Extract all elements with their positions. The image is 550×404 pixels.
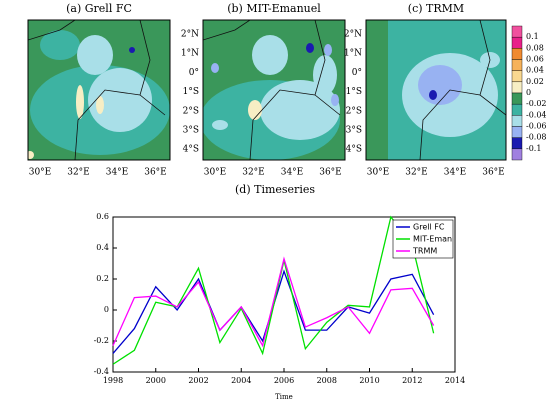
lat-label: 3°S	[183, 126, 199, 136]
map-field	[366, 20, 506, 160]
lon-label: 32°E	[67, 168, 90, 178]
colorbar-swatch	[511, 36, 523, 49]
lat-label: 1°S	[183, 87, 199, 97]
lat-label: 2°S	[346, 106, 362, 116]
x-tick-label: 2008	[317, 376, 337, 385]
lat-label: 0°	[352, 68, 362, 78]
lat-label: 0°	[189, 68, 199, 78]
colorbar-swatch	[511, 148, 523, 161]
lat-label: 3°S	[346, 126, 362, 136]
colorbar-swatch	[511, 137, 523, 150]
colorbar-label: -0.1	[526, 144, 541, 153]
map-frame	[27, 19, 171, 161]
map-frame	[202, 19, 346, 161]
colorbar-swatch	[511, 25, 523, 38]
lat-label: 2°N	[344, 30, 362, 40]
series-line	[112, 215, 435, 365]
x-tick-label: 2002	[188, 376, 208, 385]
lon-label: 30°E	[29, 168, 52, 178]
map-frame	[365, 19, 507, 161]
colorbar-swatch	[511, 126, 523, 138]
legend-label: MIT-Eman	[413, 235, 452, 244]
colorbar-label: -0.02	[526, 99, 547, 108]
lon-label: 34°E	[281, 168, 304, 178]
map-title: (b) MIT-Emanuel	[227, 2, 321, 15]
y-tick-label: 0.4	[96, 243, 109, 252]
colorbar-label: 0.04	[526, 66, 544, 75]
lat-label: 1°S	[346, 87, 362, 97]
series-line	[112, 256, 435, 348]
legend-label: TRMM	[412, 247, 437, 256]
lat-label: 4°S	[346, 145, 362, 155]
lat-label: 2°N	[181, 30, 199, 40]
y-tick-label: 0.6	[96, 212, 109, 221]
y-tick-label: -0.2	[94, 336, 109, 345]
colorbar-swatch	[511, 92, 523, 105]
y-tick-label: 0.2	[96, 274, 109, 283]
colorbar-label: 0.06	[526, 55, 544, 64]
colorbar-swatch	[511, 81, 523, 94]
lon-label: 36°E	[144, 168, 167, 178]
lon-label: 34°E	[106, 168, 129, 178]
map-field	[203, 20, 345, 160]
lat-label: 2°S	[183, 106, 199, 116]
lat-label: 4°S	[183, 145, 199, 155]
series-line	[112, 269, 435, 354]
colorbar-label: 0	[526, 88, 531, 97]
x-tick-label: 1998	[103, 376, 123, 385]
x-axis-label: Time	[275, 393, 293, 401]
colorbar-label: 0.08	[526, 43, 544, 52]
colorbar-label: -0.06	[526, 122, 547, 131]
lon-label: 30°E	[367, 168, 390, 178]
map-field	[28, 20, 170, 160]
lat-label: 1°N	[181, 49, 199, 59]
x-tick-label: 2014	[445, 376, 465, 385]
y-tick-label: 0	[104, 305, 109, 314]
lon-label: 36°E	[482, 168, 505, 178]
colorbar-label: 0.02	[526, 77, 544, 86]
lon-label: 34°E	[444, 168, 467, 178]
colorbar-swatch	[511, 59, 523, 71]
lon-label: 32°E	[242, 168, 265, 178]
colorbar-swatch	[511, 115, 523, 127]
colorbar-label: -0.08	[526, 133, 547, 142]
chart-title: (d) Timeseries	[235, 183, 315, 196]
colorbar-swatch	[511, 48, 523, 60]
colorbar-label: -0.04	[526, 110, 547, 119]
colorbar-swatch	[511, 70, 523, 83]
colorbar-label: 0.1	[526, 32, 539, 41]
x-tick-label: 2000	[146, 376, 166, 385]
map-title: (a) Grell FC	[66, 2, 132, 15]
x-tick-label: 2004	[231, 376, 251, 385]
x-tick-label: 2006	[274, 376, 294, 385]
y-tick-label: -0.4	[94, 367, 109, 376]
map-title: (c) TRMM	[408, 2, 464, 15]
legend-label: Grell FC	[413, 223, 445, 232]
colorbar-swatch	[511, 103, 523, 116]
lon-label: 32°E	[405, 168, 428, 178]
lat-label: 1°N	[344, 49, 362, 59]
lon-label: 36°E	[319, 168, 342, 178]
lon-label: 30°E	[204, 168, 227, 178]
x-tick-label: 2012	[402, 376, 422, 385]
x-tick-label: 2010	[359, 376, 379, 385]
